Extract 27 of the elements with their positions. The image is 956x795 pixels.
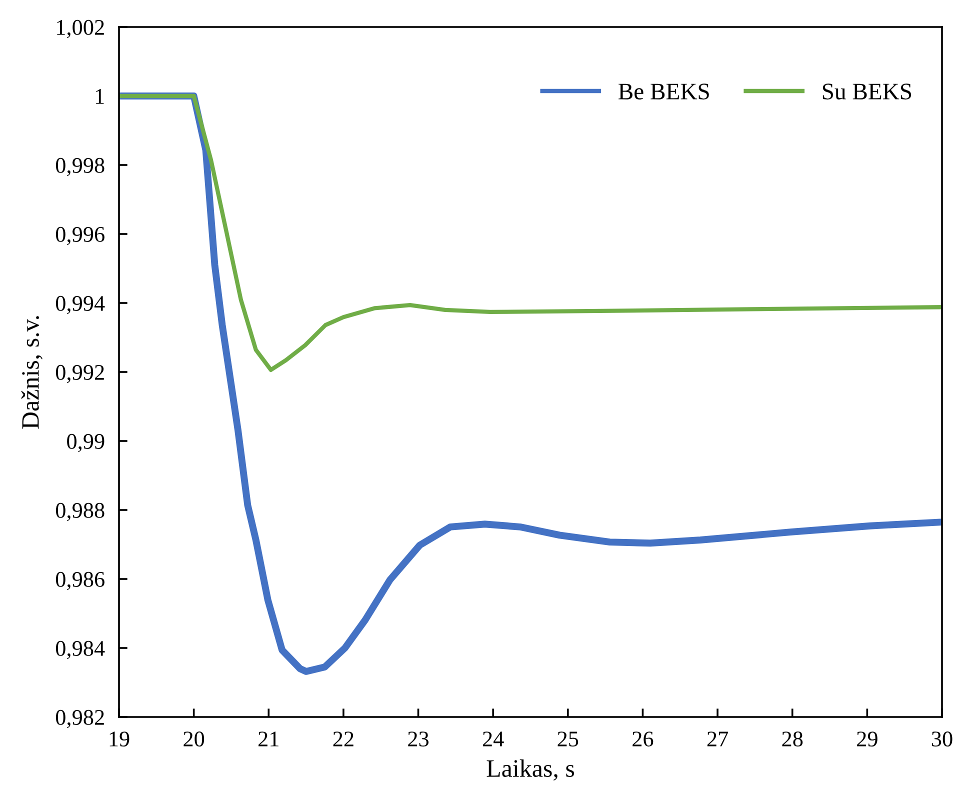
x-tick-label: 30 xyxy=(932,732,952,747)
y-tick-label: 0,988 xyxy=(56,502,104,522)
y-tick-label: 0,994 xyxy=(56,296,105,314)
x-tick-label: 21 xyxy=(258,732,278,746)
legend-label: Be BEKS xyxy=(618,84,709,100)
y-tick-label: 1,002 xyxy=(57,20,104,38)
y-tick-label: 0,998 xyxy=(56,158,104,176)
x-tick-label: 24 xyxy=(482,732,504,746)
x-tick-label: 20 xyxy=(184,732,204,747)
y-tick-label: 0,996 xyxy=(56,226,104,246)
y-tick-label: 0,982 xyxy=(56,710,104,728)
x-tick-label: 27 xyxy=(707,732,728,746)
y-tick-label: 0,984 xyxy=(56,640,105,660)
x-tick-label: 29 xyxy=(857,732,878,747)
x-tick-label: 25 xyxy=(558,732,578,747)
x-tick-label: 26 xyxy=(632,732,654,747)
x-axis-title: Laikas, s xyxy=(486,759,574,781)
y-tick-label: 0,992 xyxy=(56,364,104,384)
x-tick-label: 22 xyxy=(333,732,354,746)
y-tick-label: 0,986 xyxy=(56,572,104,590)
y-tick-label: 1 xyxy=(96,89,104,104)
y-tick-label: 0,99 xyxy=(67,434,104,452)
x-tick-label: 19 xyxy=(110,732,130,747)
x-tick-label: 28 xyxy=(782,732,803,747)
y-axis-title: Dažnis, s.v. xyxy=(21,316,43,429)
x-tick-label: 23 xyxy=(408,732,429,747)
legend-label: Su BEKS xyxy=(822,84,912,100)
